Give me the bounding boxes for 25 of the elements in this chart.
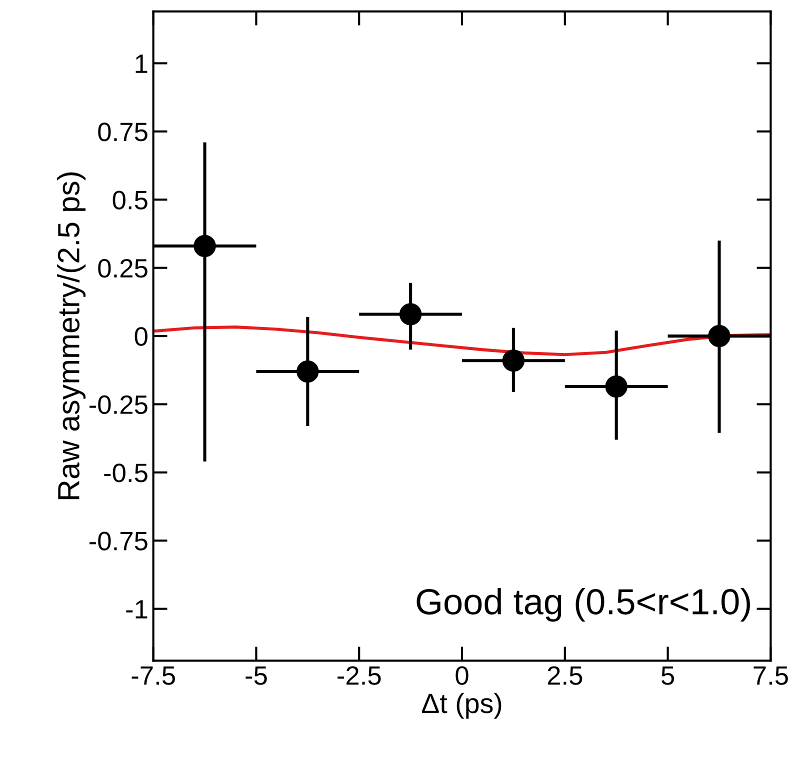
point [502,349,525,372]
y-tick-label: -0.75 [90,532,148,550]
x-tick-label: -2.5 [338,666,381,685]
y-tick-label: 0.25 [98,258,148,278]
x-tick-label: 5 [662,666,674,685]
y-tick-label: -0.25 [90,395,148,414]
y-tick-label: -0.5 [104,464,148,482]
y-tick-label: 0 [134,327,148,346]
point [296,360,319,383]
y-axis-title: Raw asymmetry/(2.5 ps) [57,172,86,500]
point [605,375,628,398]
point [399,303,422,326]
point [708,324,730,348]
x-tick-label: 7.5 [754,666,788,685]
x-tick-label: 0 [456,666,468,685]
point [194,234,216,258]
x-tick-label: -7.5 [132,666,175,685]
y-tick-label: 0.75 [98,122,148,142]
x-axis-title: Δt (ps) [422,692,502,719]
x-tick-label: -5 [246,666,267,685]
y-tick-label: 0.5 [112,190,148,210]
y-tick-label: 1 [136,54,148,73]
y-tick-label: -1 [126,600,148,618]
annotation: Good tag (0.5<r<1.0) [416,588,750,622]
x-tick-label: 2.5 [548,666,582,685]
